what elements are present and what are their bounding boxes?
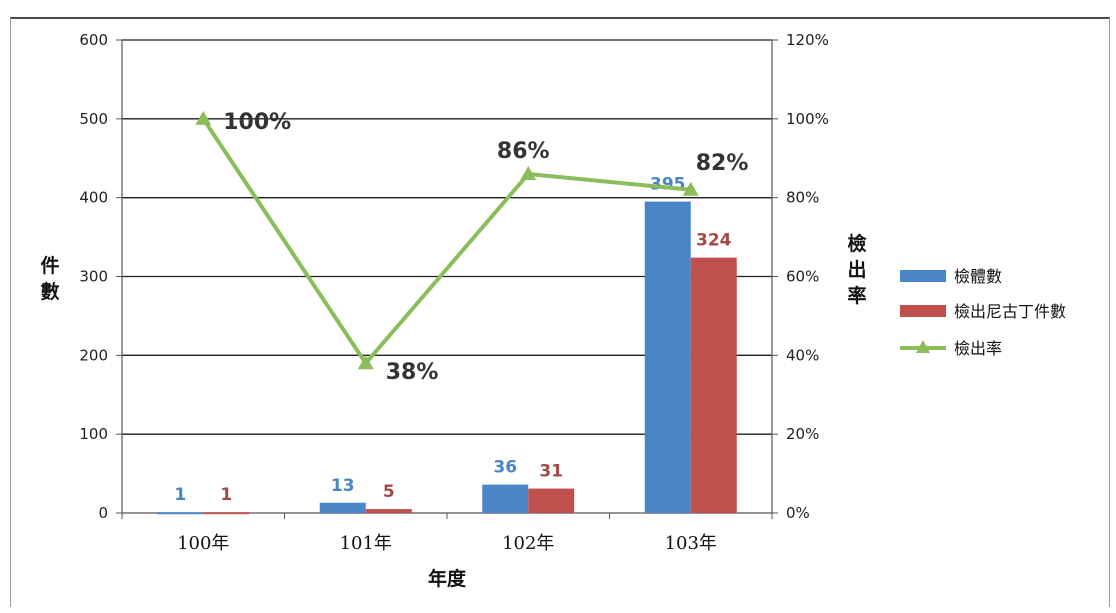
y-axis-title: 件數: [40, 254, 59, 303]
line-marker: [682, 181, 699, 196]
series-line: [201, 117, 691, 366]
line-data-label: 38%: [386, 360, 439, 385]
legend-swatch: [900, 305, 946, 317]
bar: [365, 509, 412, 513]
bar-data-label: 36: [493, 458, 517, 478]
bar-data-label: 324: [696, 231, 732, 251]
x-tick-label: 103年: [665, 533, 717, 554]
bar-data-label: 1: [220, 485, 232, 505]
x-tick-label: 102年: [502, 533, 554, 554]
legend-label: 檢體數: [954, 267, 1002, 286]
y2-tick-label: 80%: [786, 189, 819, 207]
line-data-label: 86%: [497, 139, 550, 164]
bar: [690, 257, 737, 513]
bar-data-label: 13: [331, 476, 355, 496]
y2-tick-label: 40%: [786, 346, 819, 364]
y2-tick-label: 120%: [786, 31, 829, 49]
line-marker: [357, 355, 374, 370]
y-tick-label: 400: [79, 189, 108, 207]
x-axis-title: 年度: [428, 567, 467, 590]
bar: [319, 502, 366, 513]
y2-tick-label: 60%: [786, 268, 819, 286]
y-tick-label: 100: [79, 425, 108, 443]
y-tick-label: 0: [98, 504, 108, 522]
y2-tick-label: 0%: [786, 504, 810, 522]
bar: [528, 488, 575, 513]
legend-marker: [916, 340, 930, 353]
y-tick-label: 300: [79, 268, 108, 286]
bar-data-label: 31: [539, 462, 563, 482]
y-tick-label: 200: [79, 346, 108, 364]
legend-swatch: [900, 270, 946, 282]
y2-tick-label: 100%: [786, 110, 829, 128]
y2-tick-label: 20%: [786, 425, 819, 443]
legend-label: 檢出率: [954, 339, 1002, 358]
line-data-label: 82%: [696, 151, 749, 176]
line-marker: [195, 110, 212, 125]
x-tick-label: 101年: [340, 533, 392, 554]
y-tick-label: 500: [79, 110, 108, 128]
chart-frame: [10, 17, 1110, 607]
bar-data-label: 5: [383, 482, 395, 502]
x-tick-label: 100年: [177, 533, 229, 554]
line-data-label: 100%: [223, 110, 291, 135]
legend-label: 檢出尼古丁件數: [954, 302, 1066, 321]
bar: [644, 201, 691, 513]
bar: [157, 512, 204, 515]
line-marker: [520, 166, 537, 181]
y-tick-label: 600: [79, 31, 108, 49]
y2-axis-title: 檢出率: [847, 232, 866, 307]
bar: [203, 512, 250, 515]
bar-data-label: 1: [174, 485, 186, 505]
bar: [482, 484, 529, 513]
